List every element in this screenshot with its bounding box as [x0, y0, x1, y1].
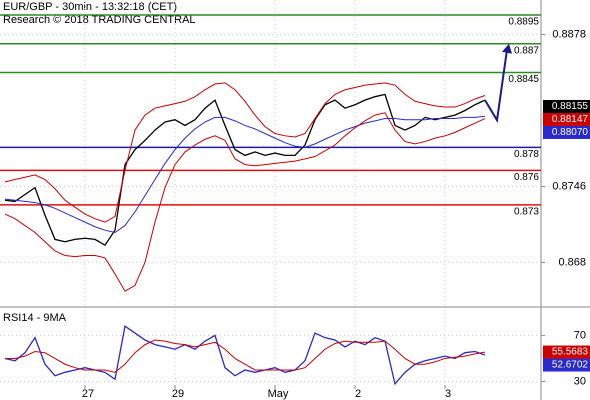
- level-label: 0.878: [514, 149, 539, 160]
- forecast-arrow: [484, 49, 508, 124]
- y-tick-label: 30: [574, 375, 586, 387]
- y-tick-label: 0.868: [558, 256, 586, 268]
- level-label: 0.8845: [508, 74, 539, 85]
- price-tag: [543, 99, 590, 113]
- chart-title: EUR/GBP - 30min - 13:32:18 (CET): [3, 1, 177, 13]
- chart-subtitle: Research © 2018 TRADING CENTRAL: [3, 14, 196, 26]
- series-line: [4, 115, 486, 234]
- x-tick-label: 2: [355, 388, 361, 400]
- price-tag-label: 0.88070: [552, 127, 589, 138]
- rsi-title: RSI14 - 9MA: [3, 312, 67, 324]
- price-tag: [543, 125, 590, 139]
- x-tick-label: 3: [445, 388, 451, 400]
- level-label: 0.887: [514, 45, 539, 56]
- price-tag-label: 52.6702: [552, 360, 589, 371]
- y-tick-label: 70: [574, 329, 586, 341]
- level-label: 0.873: [514, 207, 539, 218]
- price-tag: [543, 112, 590, 126]
- x-tick-label: May: [268, 388, 289, 400]
- forecast-arrowhead: [502, 43, 512, 54]
- series-line: [4, 325, 486, 386]
- series-line: [4, 112, 486, 292]
- y-tick-label: 0.8878: [552, 28, 586, 40]
- x-tick-label: 29: [172, 388, 184, 400]
- price-tag: [543, 358, 590, 372]
- price-tag-label: 0.88155: [552, 101, 589, 112]
- price-tag: [543, 345, 590, 359]
- level-label: 0.8895: [508, 17, 539, 28]
- x-tick-label: 27: [82, 388, 94, 400]
- series-line: [5, 339, 486, 373]
- price-tag-label: 0.88147: [552, 114, 589, 125]
- series-line: [4, 82, 486, 223]
- price-tag-label: 55.5683: [552, 347, 589, 358]
- series-line: [4, 93, 486, 247]
- level-label: 0.876: [514, 172, 539, 183]
- y-tick-label: 0.8746: [552, 180, 586, 192]
